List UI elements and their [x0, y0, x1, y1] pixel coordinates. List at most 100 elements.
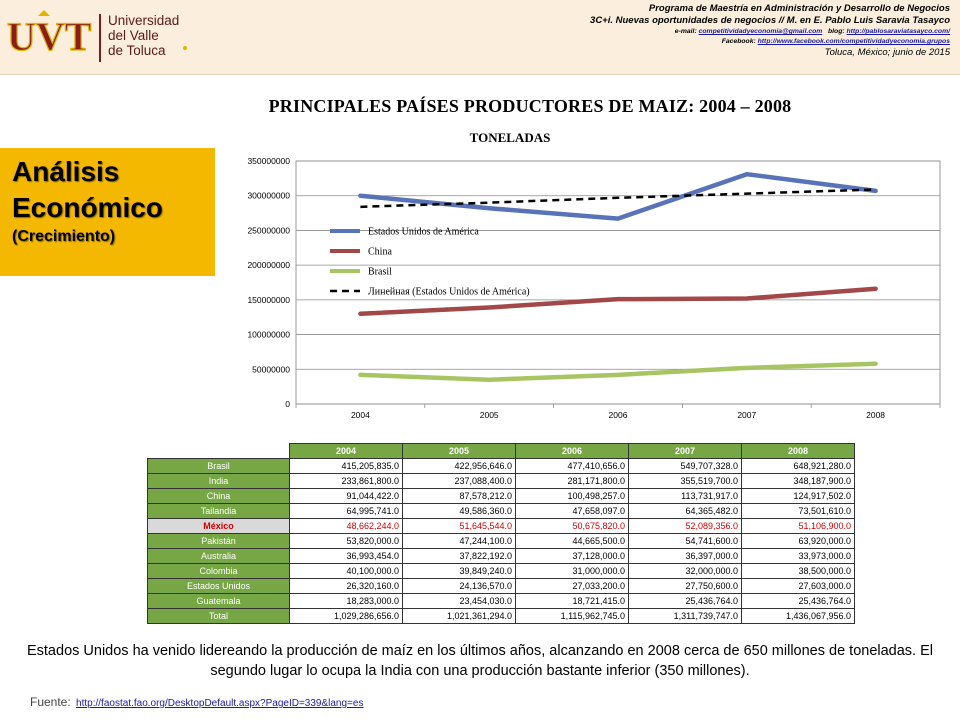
line-chart: 0 50000000 100000000 150000000 200000000 2500… [247, 156, 941, 420]
value-cell: 51,645,544.0 [402, 518, 516, 534]
country-cell: Tailandia [147, 503, 290, 519]
blog-link[interactable]: http://pablosaraviatasayco.com/ [846, 28, 951, 35]
university-name-line3: de Toluca [108, 43, 166, 58]
value-cell: 64,995,741.0 [289, 503, 403, 519]
source-label: Fuente: [30, 695, 71, 709]
country-cell: Pakistán [147, 533, 290, 549]
table-row: Pakistán 53,820,000.0 47,244,100.0 44,665,5… [147, 533, 855, 549]
x-tick-label: 2008 [866, 410, 885, 420]
value-cell: 48,662,244.0 [289, 518, 403, 534]
uvt-logo-icon: UVT [6, 10, 92, 60]
value-cell: 27,603,000.0 [741, 578, 855, 594]
x-tick-label: 2006 [609, 410, 628, 420]
legend-label: Estados Unidos de América [368, 227, 479, 238]
series-line-1 [358, 286, 878, 316]
value-cell: 64,365,482.0 [628, 503, 742, 519]
value-cell: 36,993,454.0 [289, 548, 403, 564]
value-cell: 1,115,962,745.0 [515, 608, 629, 624]
value-cell: 26,320,160.0 [289, 578, 403, 594]
value-cell: 355,519,700.0 [628, 473, 742, 489]
table-row: Brasil 415,205,835.0 422,956,646.0 477,410,… [147, 458, 855, 474]
source-link[interactable]: http://faostat.fao.org/DesktopDefault.as… [76, 698, 364, 709]
chart-title: TONELADAS [469, 130, 551, 145]
slide-title: PRINCIPALES PAÍSES PRODUCTORES DE MAIZ: … [268, 96, 792, 116]
country-cell: India [147, 473, 290, 489]
course-author: 3C+i. Nuevas oportunidades de negocios /… [590, 15, 950, 26]
table-row: Estados Unidos 26,320,160.0 24,136,570.0 27… [147, 578, 855, 594]
value-cell: 25,436,764.0 [628, 593, 742, 609]
table-row: India 233,861,800.0 237,088,400.0 281,171,8… [147, 473, 855, 489]
value-cell: 113,731,917.0 [628, 488, 742, 504]
legend-label: China [368, 247, 392, 258]
y-tick-label: 200000000 [247, 260, 290, 270]
year-header: 2007 [628, 443, 742, 459]
x-tick-label: 2007 [737, 410, 756, 420]
value-cell: 237,088,400.0 [402, 473, 516, 489]
value-cell: 47,244,100.0 [402, 533, 516, 549]
y-tick-label: 300000000 [247, 191, 290, 201]
table-row: Tailandia 64,995,741.0 49,586,360.0 47,658,… [147, 503, 855, 519]
summary-text: Estados Unidos ha venido lidereando la p… [26, 643, 934, 679]
x-tick-label: 2004 [351, 410, 370, 420]
university-name-line2: del Valle [108, 28, 159, 43]
analysis-line3: (Crecimiento) [12, 228, 116, 245]
value-cell: 91,044,422.0 [289, 488, 403, 504]
y-tick-label: 0 [285, 399, 290, 409]
value-cell: 100,498,257.0 [515, 488, 629, 504]
logo-dot [183, 46, 187, 50]
facebook-label: Facebook: [721, 38, 756, 45]
university-name: Universidad del Valle de Toluca [108, 13, 198, 58]
program-info: Programa de Maestría en Administración y… [330, 3, 950, 59]
value-cell: 50,675,820.0 [515, 518, 629, 534]
value-cell: 49,586,360.0 [402, 503, 516, 519]
value-cell: 32,000,000.0 [628, 563, 742, 579]
value-cell: 1,029,286,656.0 [289, 608, 403, 624]
value-cell: 36,397,000.0 [628, 548, 742, 564]
country-cell: Total [147, 608, 290, 624]
value-cell: 52,089,356.0 [628, 518, 742, 534]
source-note: Fuente: http://faostat.fao.org/DesktopDe… [30, 695, 363, 709]
value-cell: 44,665,500.0 [515, 533, 629, 549]
value-cell: 549,707,328.0 [628, 458, 742, 474]
email-link[interactable]: competitividadyeconomia@gmail.com [698, 28, 823, 35]
value-cell: 1,311,739,747.0 [628, 608, 742, 624]
country-cell: Australia [147, 548, 290, 564]
year-header: 2005 [402, 443, 516, 459]
email-label: e-mail: [674, 28, 697, 35]
table-row: Colombia 40,100,000.0 39,849,240.0 31,000,0… [147, 563, 855, 579]
value-cell: 54,741,600.0 [628, 533, 742, 549]
value-cell: 39,849,240.0 [402, 563, 516, 579]
table-row: Australia 36,993,454.0 37,822,192.0 37,128,… [147, 548, 855, 564]
value-cell: 422,956,646.0 [402, 458, 516, 474]
value-cell: 25,436,764.0 [741, 593, 855, 609]
university-logo: UVT Universidad del Valle de Toluca [6, 6, 187, 68]
value-cell: 124,917,502.0 [741, 488, 855, 504]
analysis-line1: Análisis [12, 156, 120, 187]
value-cell: 27,750,600.0 [628, 578, 742, 594]
value-cell: 33,973,000.0 [741, 548, 855, 564]
y-tick-label: 100000000 [247, 330, 290, 340]
value-cell: 47,658,097.0 [515, 503, 629, 519]
country-cell: Brasil [147, 458, 290, 474]
legend-label: Brasil [368, 267, 392, 278]
year-header: 2004 [289, 443, 403, 459]
production-table: 2004 2005 2006 2007 2008 Brasil 415,205,8… [147, 443, 855, 624]
country-cell: México [147, 518, 290, 534]
value-cell: 24,136,570.0 [402, 578, 516, 594]
value-cell: 1,436,067,956.0 [741, 608, 855, 624]
series-line-3 [360, 188, 876, 209]
legend-label: Линейная (Estados Unidos de América) [368, 287, 530, 298]
country-cell: China [147, 488, 290, 504]
country-cell: Colombia [147, 563, 290, 579]
value-cell: 233,861,800.0 [289, 473, 403, 489]
facebook-link[interactable]: http://www.facebook.com/competitividadye… [757, 38, 950, 45]
table-row: México 48,662,244.0 51,645,544.0 50,675,820… [147, 518, 855, 534]
logo-divider [99, 14, 101, 62]
program-name: Programa de Maestría en Administración y… [648, 3, 950, 14]
blog-label: blog: [828, 28, 845, 35]
value-cell: 87,578,212.0 [402, 488, 516, 504]
year-header: 2008 [741, 443, 855, 459]
value-cell: 415,205,835.0 [289, 458, 403, 474]
table-row: Total 1,029,286,656.0 1,021,361,294.0 1,115… [147, 608, 855, 624]
table-corner [148, 444, 290, 459]
